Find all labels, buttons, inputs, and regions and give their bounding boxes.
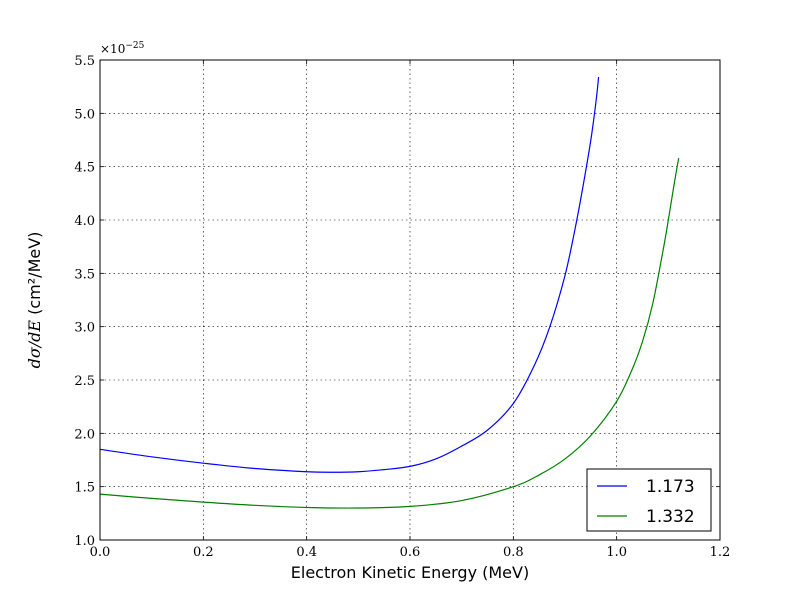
y-tick-label: 1.5 — [74, 481, 95, 496]
x-tick-label: 0.4 — [296, 545, 317, 560]
y-tick-label: 4.5 — [74, 161, 95, 176]
series-line-1173 — [99, 77, 600, 473]
series-layer — [99, 77, 680, 509]
x-tick-label: 0.0 — [90, 545, 111, 560]
ticks — [99, 59, 721, 541]
grid — [99, 59, 721, 541]
y-tick-label: 2.0 — [74, 427, 95, 442]
legend-frame — [586, 468, 712, 532]
y-tick-label: 3.0 — [74, 321, 95, 336]
y-tick-label: 1.0 — [74, 534, 95, 549]
legend: 1.173 1.332 — [586, 468, 712, 532]
tick-labels: 0.0 0.2 0.4 0.6 0.8 1.0 1.2 1.0 1.5 2.0 2.5 3.0 3.5 4… — [74, 54, 730, 560]
y-offset-label: ×10−25 — [100, 41, 145, 56]
legend-label-1332: 1.332 — [646, 507, 695, 527]
y-axis-label: dσ/dE (cm²/MeV) — [25, 232, 44, 369]
y-tick-label: 2.5 — [74, 374, 95, 389]
x-tick-label: 0.8 — [503, 545, 524, 560]
legend-label-1173: 1.173 — [646, 477, 695, 497]
x-tick-label: 0.6 — [400, 545, 421, 560]
y-tick-label: 5.0 — [74, 107, 95, 122]
x-tick-label: 1.0 — [606, 545, 627, 560]
x-axis-label: Electron Kinetic Energy (MeV) — [291, 563, 529, 582]
y-tick-label: 4.0 — [74, 214, 95, 229]
y-tick-label: 3.5 — [74, 267, 95, 282]
x-tick-label: 1.2 — [710, 545, 731, 560]
series-line-1332 — [99, 158, 680, 509]
x-tick-label: 0.2 — [193, 545, 214, 560]
y-tick-label: 5.5 — [74, 54, 95, 69]
